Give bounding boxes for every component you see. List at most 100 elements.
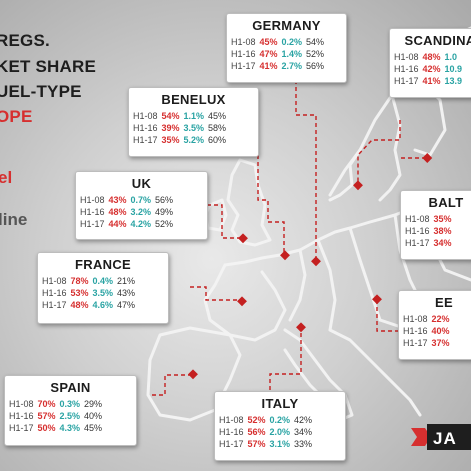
title-line-2: KET SHARE — [0, 57, 97, 76]
period-label: H1-08 — [9, 399, 34, 409]
country-name: ITALY — [261, 396, 299, 411]
period-label: H1-08 — [403, 314, 428, 324]
marker-spain — [188, 369, 198, 380]
title-line-3: UEL-TYPE — [0, 82, 82, 101]
period-label: H1-08 — [394, 52, 419, 62]
diesel-share: 70% — [37, 399, 56, 409]
other-share — [458, 337, 462, 349]
share-row: H1-16 40% — [403, 325, 462, 337]
electric-share: 2.0% — [269, 427, 291, 437]
share-row: H1-17 37% — [403, 337, 462, 349]
share-row: H1-08 54% 1.1% 45% — [133, 110, 230, 122]
share-row: H1-08 70% 0.3% 29% — [9, 398, 106, 410]
electric-share: 3.1% — [269, 439, 291, 449]
diesel-share: 47% — [259, 49, 278, 59]
share-row: H1-17 34% — [405, 237, 464, 249]
country-name: SPAIN — [50, 380, 91, 395]
norway-coast — [328, 148, 362, 202]
electric-share: 4.6% — [92, 300, 114, 310]
period-label: H1-17 — [231, 61, 256, 71]
other-share — [458, 313, 462, 325]
electric-share: 3.2% — [130, 207, 152, 217]
share-row: H1-16 48% 3.2% 49% — [80, 206, 177, 218]
diesel-share: 37% — [431, 338, 450, 348]
share-row: H1-16 57% 2.5% 40% — [9, 410, 106, 422]
diesel-share: 40% — [431, 326, 450, 336]
central-borders — [288, 213, 422, 332]
share-row: H1-17 44% 4.2% 52% — [80, 218, 177, 230]
other-share: 49% — [155, 207, 174, 217]
period-label: H1-16 — [219, 427, 244, 437]
period-label: H1-08 — [231, 37, 256, 47]
share-table: H1-08 54% 1.1% 45% H1-16 39% 3.5% 58% H1-17 35% 5.… — [133, 110, 230, 146]
electric-share: 1.4% — [281, 49, 303, 59]
italy-outline — [283, 328, 354, 422]
period-label: H1-08 — [80, 195, 105, 205]
diesel-share: 34% — [433, 238, 452, 248]
period-label: H1-17 — [80, 219, 105, 229]
share-table: H1-08 35% H1-16 38% H1-17 34% — [405, 213, 464, 249]
share-row: H1-16 38% — [405, 225, 464, 237]
period-label: H1-16 — [80, 207, 105, 217]
leader-scandinavia — [357, 120, 401, 185]
period-label: H1-16 — [394, 64, 419, 74]
diesel-share: 41% — [422, 76, 441, 86]
balkans-outline — [328, 328, 422, 417]
share-table: H1-08 43% 0.7% 56% H1-16 48% 3.2% 49% H1-17 44% 4.… — [80, 194, 177, 230]
diesel-share: 41% — [259, 61, 278, 71]
other-share — [460, 237, 464, 249]
country-name: BENELUX — [161, 92, 226, 107]
diesel-share: 22% — [431, 314, 450, 324]
share-row: H1-08 45% 0.2% 54% — [231, 36, 328, 48]
electric-share: 3.5% — [92, 288, 114, 298]
period-label: H1-16 — [405, 226, 430, 236]
other-share: 33% — [294, 439, 313, 449]
marker-benelux — [280, 250, 290, 261]
marker-france — [237, 296, 247, 307]
diesel-share: 56% — [247, 427, 266, 437]
country-box-italy: ITALY H1-08 52% 0.2% 42% H1-16 56% 2.0% 34% H1-17… — [214, 391, 346, 461]
other-share — [466, 75, 470, 87]
period-label: H1-17 — [42, 300, 67, 310]
diesel-share: 52% — [247, 415, 266, 425]
electric-share: 0.2% — [269, 415, 291, 425]
other-share: 52% — [306, 49, 325, 59]
electric-share: 13.9 — [444, 76, 463, 86]
period-label: H1-16 — [403, 326, 428, 336]
country-box-baltics: BALT H1-08 35% H1-16 38% H1-17 34% — [400, 190, 471, 260]
electric-share: 10.9 — [444, 64, 463, 74]
diesel-share: 57% — [247, 439, 266, 449]
period-label: H1-17 — [405, 238, 430, 248]
diesel-share: 78% — [70, 276, 89, 286]
marker-uk — [238, 233, 248, 244]
diesel-share: 42% — [422, 64, 441, 74]
country-name: UK — [131, 176, 152, 191]
country-name: GERMANY — [252, 18, 321, 33]
diesel-share: 35% — [161, 135, 180, 145]
other-share: 58% — [208, 123, 227, 133]
period-label: H1-16 — [133, 123, 158, 133]
share-table: H1-08 22% H1-16 40% H1-17 37% — [403, 313, 462, 349]
other-share: 40% — [84, 411, 103, 421]
legend-diesel: el — [0, 168, 13, 187]
diesel-share: 45% — [259, 37, 278, 47]
diesel-share: 57% — [37, 411, 56, 421]
diesel-share: 35% — [433, 214, 452, 224]
period-label: H1-08 — [133, 111, 158, 121]
other-share — [460, 213, 464, 225]
period-label: H1-08 — [405, 214, 430, 224]
period-label: H1-17 — [133, 135, 158, 145]
country-name: FRANCE — [75, 257, 131, 272]
legend-gasoline: line — [0, 210, 28, 229]
leader-france — [190, 286, 243, 302]
marker-scandinavia — [353, 180, 363, 191]
share-row: H1-08 78% 0.4% 21% — [42, 275, 139, 287]
france-outline — [203, 263, 287, 342]
share-table: H1-08 70% 0.3% 29% H1-16 57% 2.5% 40% H1-17 50% 4.… — [9, 398, 106, 434]
marker-ee — [372, 294, 382, 305]
other-share: 60% — [208, 135, 227, 145]
period-label: H1-17 — [219, 439, 244, 449]
country-name: EE — [435, 295, 453, 310]
leader-germany — [295, 80, 317, 262]
share-row: H1-08 22% — [403, 313, 462, 325]
